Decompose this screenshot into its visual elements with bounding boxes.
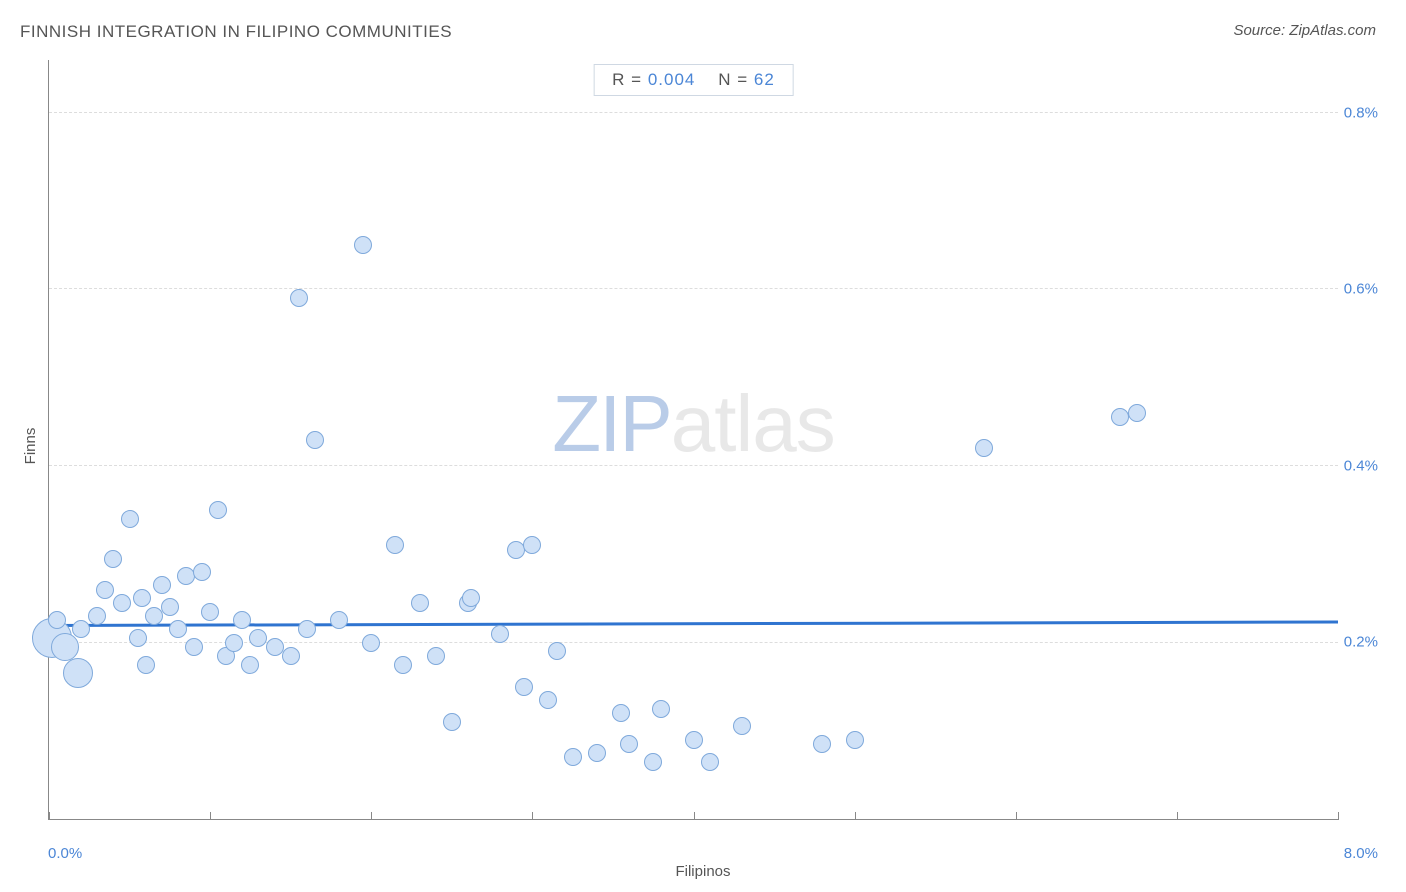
data-point: [491, 625, 509, 643]
data-point: [153, 576, 171, 594]
data-point: [233, 611, 251, 629]
data-point: [63, 658, 93, 688]
data-point: [411, 594, 429, 612]
x-tick: [532, 812, 533, 820]
r-label: R =: [612, 70, 648, 89]
gridline: [49, 465, 1338, 466]
data-point: [225, 634, 243, 652]
stats-box: R = 0.004 N = 62: [593, 64, 794, 96]
data-point: [298, 620, 316, 638]
data-point: [362, 634, 380, 652]
data-point: [386, 536, 404, 554]
data-point: [539, 691, 557, 709]
gridline: [49, 288, 1338, 289]
data-point: [48, 611, 66, 629]
data-point: [523, 536, 541, 554]
data-point: [427, 647, 445, 665]
data-point: [685, 731, 703, 749]
watermark-rest: atlas: [671, 379, 835, 468]
data-point: [644, 753, 662, 771]
chart-title: FINNISH INTEGRATION IN FILIPINO COMMUNIT…: [20, 22, 452, 42]
data-point: [306, 431, 324, 449]
data-point: [612, 704, 630, 722]
x-axis-max: 8.0%: [1344, 845, 1378, 862]
data-point: [846, 731, 864, 749]
data-point: [701, 753, 719, 771]
data-point: [443, 713, 461, 731]
data-point: [193, 563, 211, 581]
x-tick: [694, 812, 695, 820]
data-point: [290, 289, 308, 307]
r-value: 0.004: [648, 70, 696, 89]
data-point: [133, 589, 151, 607]
data-point: [88, 607, 106, 625]
data-point: [113, 594, 131, 612]
y-axis-label: Finns: [22, 428, 39, 465]
data-point: [548, 642, 566, 660]
data-point: [564, 748, 582, 766]
n-label: N =: [718, 70, 754, 89]
data-point: [72, 620, 90, 638]
watermark: ZIPatlas: [552, 378, 834, 470]
source-attribution: Source: ZipAtlas.com: [1233, 22, 1376, 39]
x-tick: [210, 812, 211, 820]
x-tick: [371, 812, 372, 820]
y-tick-label: 0.6%: [1344, 281, 1378, 298]
data-point: [145, 607, 163, 625]
data-point: [813, 735, 831, 753]
watermark-zip: ZIP: [552, 379, 670, 468]
data-point: [282, 647, 300, 665]
data-point: [975, 439, 993, 457]
data-point: [515, 678, 533, 696]
x-tick: [1177, 812, 1178, 820]
data-point: [588, 744, 606, 762]
x-tick: [1016, 812, 1017, 820]
data-point: [354, 236, 372, 254]
data-point: [1128, 404, 1146, 422]
data-point: [104, 550, 122, 568]
data-point: [129, 629, 147, 647]
n-value: 62: [754, 70, 775, 89]
data-point: [241, 656, 259, 674]
y-tick-label: 0.4%: [1344, 457, 1378, 474]
gridline: [49, 112, 1338, 113]
data-point: [161, 598, 179, 616]
data-point: [620, 735, 638, 753]
x-tick: [1338, 812, 1339, 820]
data-point: [209, 501, 227, 519]
data-point: [462, 589, 480, 607]
data-point: [137, 656, 155, 674]
data-point: [201, 603, 219, 621]
data-point: [394, 656, 412, 674]
data-point: [330, 611, 348, 629]
data-point: [121, 510, 139, 528]
x-axis-label: Filipinos: [675, 863, 730, 880]
data-point: [652, 700, 670, 718]
data-point: [51, 633, 79, 661]
y-tick-label: 0.8%: [1344, 104, 1378, 121]
x-tick: [855, 812, 856, 820]
scatter-plot: ZIPatlas R = 0.004 N = 62: [48, 60, 1338, 820]
x-tick: [49, 812, 50, 820]
x-axis-min: 0.0%: [48, 845, 82, 862]
data-point: [169, 620, 187, 638]
y-tick-label: 0.2%: [1344, 634, 1378, 651]
data-point: [96, 581, 114, 599]
data-point: [185, 638, 203, 656]
data-point: [733, 717, 751, 735]
